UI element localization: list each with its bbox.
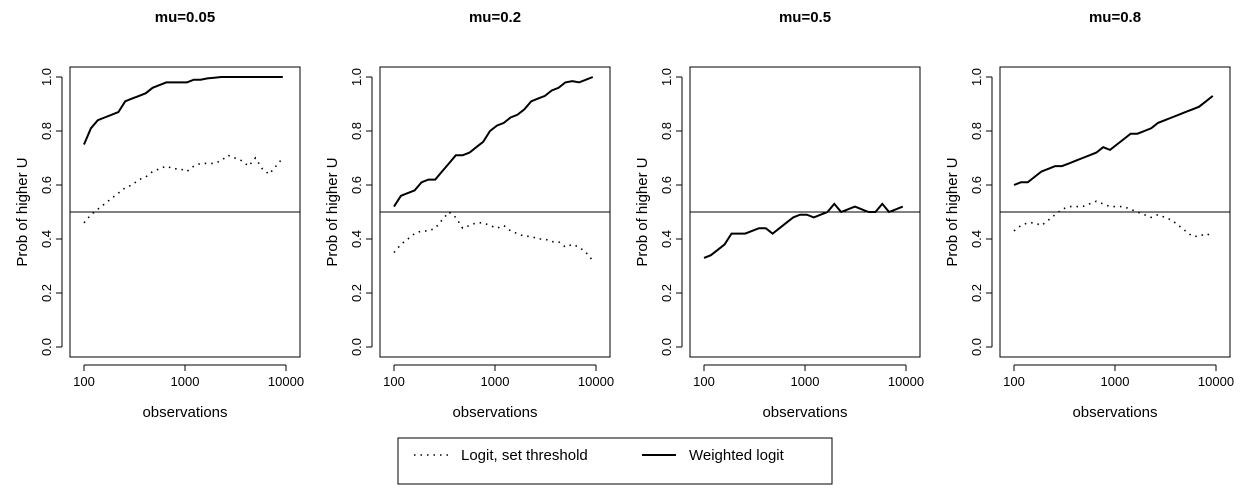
x-tick-label: 10000 — [1198, 374, 1234, 389]
y-tick-label: 1.0 — [349, 68, 364, 86]
legend-label: Weighted logit — [689, 447, 785, 464]
y-tick-label: 0.6 — [39, 176, 54, 194]
y-tick-label: 1.0 — [39, 68, 54, 86]
y-tick-label: 0.0 — [349, 338, 364, 356]
panel-1: mu=0.05 100 1000 10000 observations 0.0 0.2 0.4… — [14, 9, 304, 421]
x-tick-label: 100 — [1003, 374, 1025, 389]
y-tick-label: 0.2 — [969, 284, 984, 302]
y-axis-label: Prob of higher U — [14, 157, 31, 266]
panel-2: mu=0.2 100 1000 10000 observations 0.0 0.2 0.4 0… — [324, 9, 614, 421]
y-tick-label: 0.4 — [39, 230, 54, 248]
x-tick-label: 10000 — [888, 374, 924, 389]
y-tick-label: 0.8 — [349, 122, 364, 140]
series-logit-set-threshold — [1013, 200, 1214, 238]
panel-title: mu=0.2 — [469, 9, 521, 26]
y-tick-label: 0.4 — [349, 230, 364, 248]
legend-box — [397, 437, 833, 485]
y-tick-label: 0.0 — [659, 338, 674, 356]
panel-title: mu=0.5 — [779, 9, 831, 26]
y-tick-label: 0.2 — [39, 284, 54, 302]
x-tick-label: 1000 — [791, 374, 820, 389]
series-weighted-logit — [1013, 95, 1214, 186]
x-tick-label: 100 — [383, 374, 405, 389]
x-axis-label: observations — [1072, 404, 1157, 421]
y-tick-label: 0.0 — [39, 338, 54, 356]
y-tick-label: 0.8 — [39, 122, 54, 140]
y-tick-label: 0.4 — [659, 230, 674, 248]
y-tick-label: 0.2 — [349, 284, 364, 302]
panel-4: mu=0.8 100 1000 10000 observations 0.0 0.2 0.4 0… — [944, 9, 1234, 421]
y-tick-label: 0.6 — [349, 176, 364, 194]
legend: Logit, set threshold Weighted logit — [397, 437, 833, 485]
y-tick-label: 0.6 — [659, 176, 674, 194]
x-axis-label: observations — [142, 404, 227, 421]
x-tick-label: 100 — [73, 374, 95, 389]
y-tick-label: 0.4 — [969, 230, 984, 248]
y-tick-label: 0.6 — [969, 176, 984, 194]
x-tick-label: 100 — [693, 374, 715, 389]
y-axis-label: Prob of higher U — [944, 157, 961, 266]
series-weighted-logit — [703, 202, 904, 259]
y-tick-label: 0.8 — [659, 122, 674, 140]
y-tick-label: 1.0 — [659, 68, 674, 86]
series-logit-set-threshold — [393, 210, 594, 262]
y-axis-label: Prob of higher U — [634, 157, 651, 266]
series-logit-set-threshold — [83, 154, 284, 224]
x-tick-label: 1000 — [481, 374, 510, 389]
x-axis-label: observations — [762, 404, 847, 421]
x-tick-label: 10000 — [578, 374, 614, 389]
y-tick-label: 0.0 — [969, 338, 984, 356]
x-tick-label: 1000 — [171, 374, 200, 389]
x-axis-label: observations — [452, 404, 537, 421]
x-tick-label: 10000 — [268, 374, 304, 389]
panel-title: mu=0.8 — [1089, 9, 1141, 26]
y-tick-label: 0.8 — [969, 122, 984, 140]
x-tick-label: 1000 — [1101, 374, 1130, 389]
y-tick-label: 1.0 — [969, 68, 984, 86]
panel-title: mu=0.05 — [155, 9, 215, 26]
panels: mu=0.05 100 1000 10000 observations 0.0 0.2 0.4… — [14, 9, 1234, 421]
y-tick-label: 0.2 — [659, 284, 674, 302]
panel-3: mu=0.5 100 1000 10000 observations 0.0 0.2 0.4 0… — [634, 9, 924, 421]
legend-label: Logit, set threshold — [461, 447, 588, 464]
y-axis-label: Prob of higher U — [324, 157, 341, 266]
series-weighted-logit — [393, 76, 594, 208]
series-weighted-logit — [83, 76, 283, 145]
